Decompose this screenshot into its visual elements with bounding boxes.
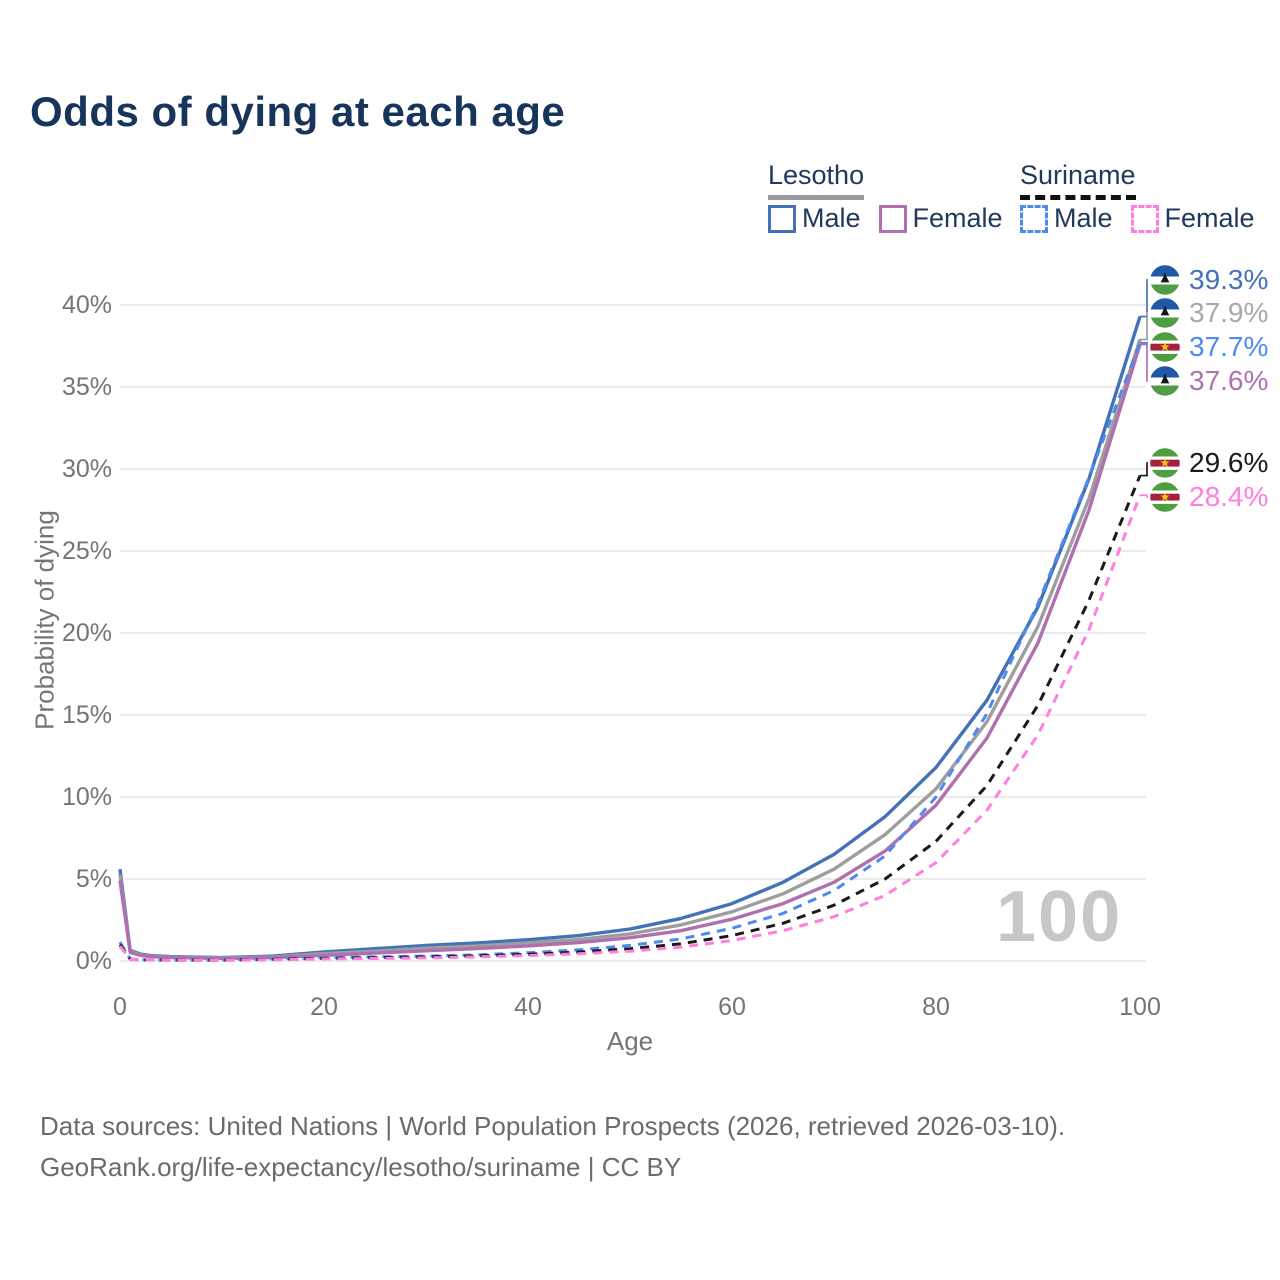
x-tick-label: 40 [514,993,542,1021]
end-label-value: 37.6% [1189,365,1269,396]
x-axis-title: Age [606,1026,654,1056]
lesotho-female-swatch-icon [878,204,907,233]
suriname-flag-icon [1147,329,1183,365]
legend-item-suriname-female[interactable]: Female [1130,203,1255,234]
end-label-value: 39.3% [1189,264,1269,295]
legend-item-label: Female [912,203,1003,233]
legend-items-lesotho: Male Female [768,203,1003,234]
x-tick-label: 80 [922,993,950,1021]
series-line-lesotho-both-sexes[interactable] [118,338,1142,960]
series-line-lesotho-female[interactable] [118,343,1142,961]
data-sources-line: Data sources: United Nations | World Pop… [40,1111,1066,1141]
legend-group-lesotho[interactable]: Lesotho [768,160,865,200]
series-line-suriname-male[interactable] [118,342,1142,962]
end-label-value: 28.4% [1189,481,1269,512]
end-label-value: 29.6% [1189,447,1269,478]
series-line-suriname-both-sexes[interactable] [118,475,1142,962]
legend-item-suriname-male[interactable]: Male [1020,203,1113,234]
series-line-lesotho-male[interactable] [118,315,1142,960]
suriname-male-swatch-icon [1020,204,1048,233]
end-label-value: 37.9% [1189,297,1269,328]
legend-group-suriname[interactable]: Suriname [1020,160,1136,200]
x-tick-label: 100 [1119,993,1161,1021]
y-tick-label: 25% [61,537,112,565]
suriname-female-swatch-icon [1130,204,1159,233]
end-label-lesotho-female: 37.6% [1147,363,1268,399]
attribution-line: GeoRank.org/life-expectancy/lesotho/suri… [40,1152,682,1182]
lesotho-male-swatch-icon [768,204,796,233]
end-label-suriname-male: 37.7% [1147,329,1268,365]
age-watermark: 100 [996,877,1123,957]
end-label-lesotho-both-sexes: 37.9% [1147,295,1268,331]
end-label-suriname-female: 28.4% [1147,479,1268,515]
x-tick-label: 0 [113,993,127,1021]
suriname-flag-icon [1147,445,1183,481]
footer: Data sources: United Nations | World Pop… [40,1106,1065,1188]
end-label-suriname-both-sexes: 29.6% [1147,445,1268,481]
lesotho-flag-icon [1147,363,1183,399]
y-tick-label: 20% [61,619,112,647]
y-tick-label: 10% [61,783,112,811]
legend-item-label: Male [802,203,861,233]
y-tick-label: 40% [61,291,112,319]
lesotho-flag-icon [1147,262,1183,298]
end-label-value: 37.7% [1189,331,1269,362]
x-tick-label: 20 [310,993,338,1021]
y-tick-label: 30% [61,455,112,483]
legend-item-lesotho-male[interactable]: Male [768,203,861,234]
y-tick-label: 35% [61,373,112,401]
legend-item-lesotho-female[interactable]: Female [878,203,1003,234]
y-tick-label: 5% [75,865,112,893]
legend-item-label: Female [1164,203,1255,233]
y-tick-label: 0% [75,947,112,975]
lesotho-flag-icon [1147,295,1183,331]
legend-items-suriname: Male Female [1020,203,1255,234]
suriname-flag-icon [1147,479,1183,515]
x-tick-label: 60 [718,993,746,1021]
end-label-lesotho-male: 39.3% [1147,262,1268,298]
page-title: Odds of dying at each age [30,88,566,135]
series-line-suriname-female[interactable] [118,494,1142,962]
y-tick-label: 15% [61,701,112,729]
legend-item-label: Male [1054,203,1113,233]
